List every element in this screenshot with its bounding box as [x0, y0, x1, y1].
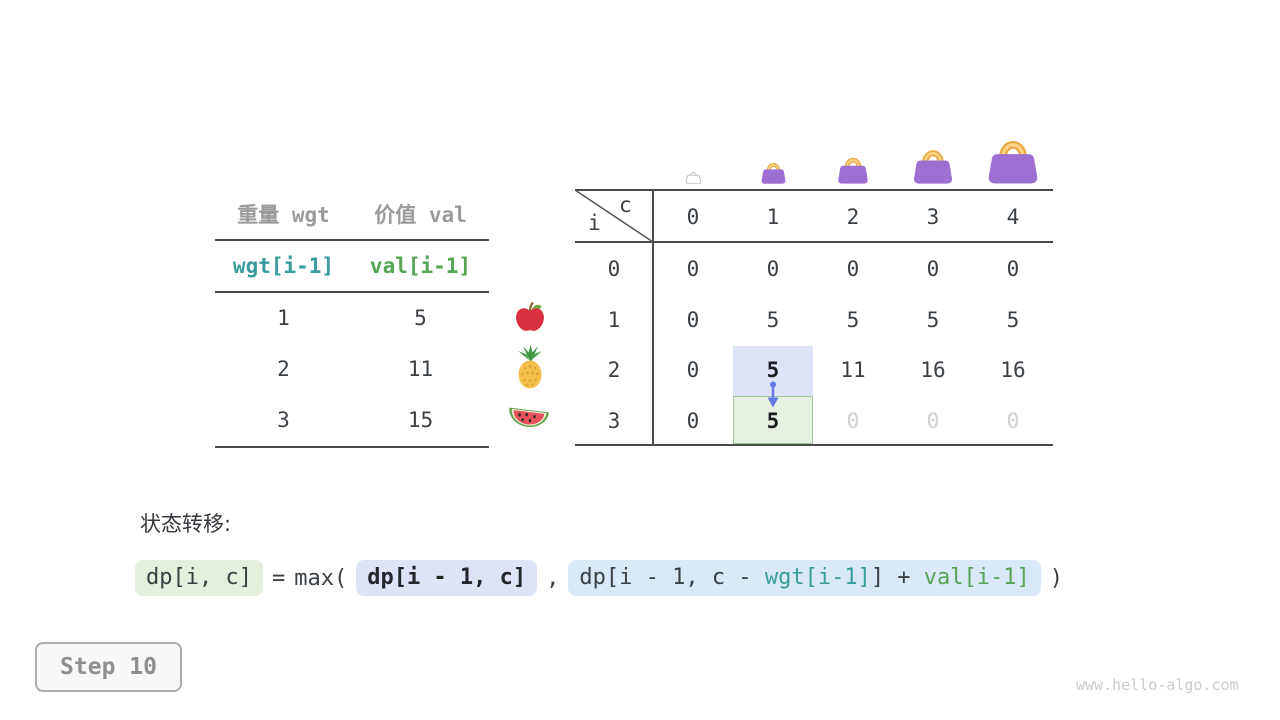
- items-table-rule-mid: [215, 291, 489, 293]
- dp-table: c i 0 1 2 3 4 0 0 0 0 0 0 1 0 5 5 5 5 2 0 5 11 16 16 3 0 5 0 0 0: [575, 189, 1053, 446]
- items-table-rule-bottom: [215, 446, 489, 448]
- dp-cell: 0: [686, 358, 700, 382]
- dp-cell: 0: [926, 257, 940, 281]
- dp-cell: 11: [840, 358, 866, 382]
- dp-cell: 5: [766, 408, 780, 433]
- watermelon-icon: [509, 407, 550, 428]
- dp-cell: 5: [766, 307, 780, 332]
- state-transition-label: 状态转移:: [140, 512, 232, 536]
- formula-equals: =: [271, 565, 286, 591]
- dp-cell: 5: [926, 307, 940, 332]
- items-table-rule-top: [215, 239, 489, 241]
- transition-formula: dp[i, c] = max( dp[i - 1, c] , dp[i - 1,…: [135, 560, 1063, 596]
- item-weight-cell: 1: [277, 306, 290, 330]
- dp-col-header: 1: [766, 205, 780, 229]
- dp-col-header: 3: [926, 205, 940, 229]
- dp-rule-top: [575, 189, 1053, 191]
- items-table-subheader: wgt[i-1] val[i-1]: [215, 241, 489, 291]
- arg2-val: val[i-1]: [923, 565, 1030, 590]
- dp-cell: 0: [766, 257, 780, 281]
- step-badge: Step 10: [35, 642, 182, 692]
- item-weight-cell: 3: [277, 408, 290, 432]
- dp-cell: 0: [1006, 257, 1020, 281]
- dp-rule-bottom: [575, 444, 1053, 446]
- dp-cell: 5: [766, 358, 780, 382]
- dp-col-header: 4: [1006, 205, 1020, 229]
- formula-lhs: dp[i, c]: [135, 560, 263, 596]
- dp-cell: 0: [686, 408, 700, 433]
- formula-max-open: max(: [294, 565, 348, 591]
- item-value-cell: 11: [407, 357, 434, 381]
- bag-icon: [913, 150, 953, 184]
- items-table-rows: 1 5 2 11 3 15: [215, 293, 489, 446]
- items-table-row: 3 15: [215, 395, 489, 446]
- formula-close: ): [1049, 565, 1064, 591]
- arg2-mid: ] +: [870, 565, 924, 590]
- dp-cell: 0: [686, 307, 700, 332]
- bag-icon: [761, 162, 785, 184]
- dp-col-header: 0: [686, 205, 700, 229]
- dp-cell: 16: [1000, 358, 1026, 382]
- bag-outline-icon: [685, 172, 701, 184]
- formula-arg1: dp[i - 1, c]: [356, 560, 538, 596]
- dp-cell: 0: [1006, 408, 1020, 433]
- arg2-pre: dp[i - 1, c -: [579, 565, 765, 590]
- dp-row-header: 0: [607, 257, 621, 281]
- corner-diagonal: [575, 190, 653, 242]
- dp-col-header: 2: [846, 205, 860, 229]
- items-table: 重量 wgt 价值 val wgt[i-1] val[i-1] 1 5 2 11 3 15: [215, 193, 489, 448]
- dp-rule-vertical: [652, 190, 654, 445]
- bag-icon: [838, 157, 868, 184]
- dp-cell: 5: [846, 307, 860, 332]
- apple-icon: [516, 302, 544, 331]
- val-subheader: val[i-1]: [369, 254, 472, 278]
- arg2-wgt: wgt[i-1]: [764, 565, 871, 590]
- transition-arrow-icon: [767, 381, 779, 408]
- dp-row-header: 3: [607, 408, 621, 433]
- dp-row-header: 1: [607, 307, 621, 332]
- item-weight-cell: 2: [277, 357, 290, 381]
- dp-cell: 5: [1006, 307, 1020, 332]
- corner-col-var: c: [619, 193, 632, 217]
- value-column-header: 价值 val: [374, 203, 467, 227]
- dp-row-header: 2: [607, 358, 621, 382]
- pineapple-icon: [518, 345, 542, 389]
- watermark: www.hello-algo.com: [1076, 676, 1239, 694]
- items-table-header: 重量 wgt 价值 val: [215, 193, 489, 239]
- dp-cell: 0: [926, 408, 940, 433]
- formula-arg2: dp[i - 1, c - wgt[i-1]] + val[i-1]: [568, 560, 1041, 596]
- bag-icon: [988, 141, 1038, 184]
- formula-comma: ,: [546, 565, 560, 591]
- dp-cell: 0: [846, 257, 860, 281]
- corner-row-var: i: [588, 211, 601, 235]
- weight-column-header: 重量 wgt: [237, 203, 330, 227]
- dp-cell: 0: [846, 408, 860, 433]
- item-value-cell: 5: [414, 306, 427, 330]
- wgt-subheader: wgt[i-1]: [232, 254, 335, 278]
- item-value-cell: 15: [407, 408, 434, 432]
- items-table-row: 2 11: [215, 344, 489, 395]
- dp-cell: 0: [686, 257, 700, 281]
- dp-rule-header: [575, 241, 1053, 243]
- dp-cell: 16: [920, 358, 946, 382]
